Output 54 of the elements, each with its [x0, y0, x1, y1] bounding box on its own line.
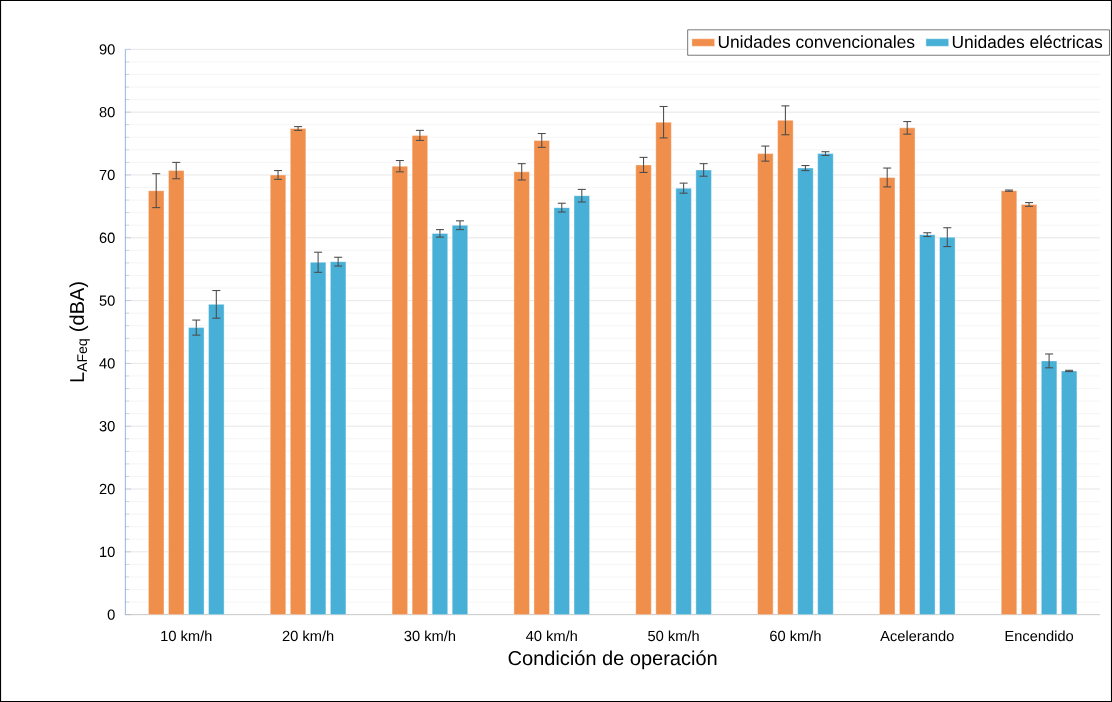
bar	[188, 327, 205, 615]
x-tick-label: 10 km/h	[161, 630, 212, 642]
y-tick-label: 70	[99, 169, 115, 181]
bar	[431, 233, 448, 615]
bar	[330, 261, 347, 615]
bar	[1061, 370, 1078, 615]
bar	[513, 171, 530, 615]
bar	[411, 135, 428, 615]
bar	[451, 225, 468, 615]
bar	[1001, 190, 1018, 615]
bar	[695, 169, 712, 615]
bar	[919, 234, 936, 615]
y-tick-label: 40	[99, 358, 115, 369]
bar	[391, 165, 408, 615]
bar	[1041, 360, 1058, 615]
bar	[817, 153, 834, 615]
bar	[635, 164, 652, 615]
y-tick-label: 20	[99, 483, 115, 495]
x-tick-label: Encendido	[1005, 630, 1074, 642]
legend-label: Unidades eléctricas	[952, 35, 1103, 49]
bar	[148, 190, 165, 615]
bar	[533, 140, 550, 615]
y-tick-label: 10	[100, 546, 115, 558]
x-axis-title: Condición de operación	[508, 650, 717, 670]
x-tick-label: 60 km/h	[770, 630, 821, 642]
bar	[208, 304, 225, 615]
bar	[777, 120, 794, 615]
x-tick-label: 20 km/h	[282, 630, 334, 642]
x-tick-label: 40 km/h	[526, 630, 577, 642]
x-tick-label: 50 km/h	[648, 630, 699, 642]
y-tick-label: 80	[99, 106, 115, 118]
y-tick-label: 60	[99, 232, 115, 243]
bar	[290, 128, 307, 615]
legend-label: Unidades convencionales	[718, 35, 915, 48]
x-tick-label: Acelerando	[880, 630, 954, 642]
bar	[939, 236, 956, 615]
y-axis-title: L$_{AFeq}$ (dBA)	[69, 282, 90, 382]
bar	[797, 167, 814, 615]
y-tick-label: 90	[99, 44, 115, 55]
bar	[899, 127, 916, 615]
bar	[310, 262, 327, 615]
bar	[879, 177, 896, 615]
bar	[757, 153, 774, 615]
x-tick-label: 30 km/h	[404, 630, 456, 642]
bar	[655, 122, 672, 615]
bar	[270, 174, 287, 615]
y-tick-label: 50	[99, 295, 115, 306]
bar	[675, 187, 692, 615]
bar	[168, 170, 185, 615]
bar	[573, 195, 590, 615]
y-tick-label: 0	[107, 609, 115, 620]
bar	[1021, 204, 1038, 615]
y-tick-label: 30	[99, 421, 115, 432]
bar	[553, 207, 570, 615]
